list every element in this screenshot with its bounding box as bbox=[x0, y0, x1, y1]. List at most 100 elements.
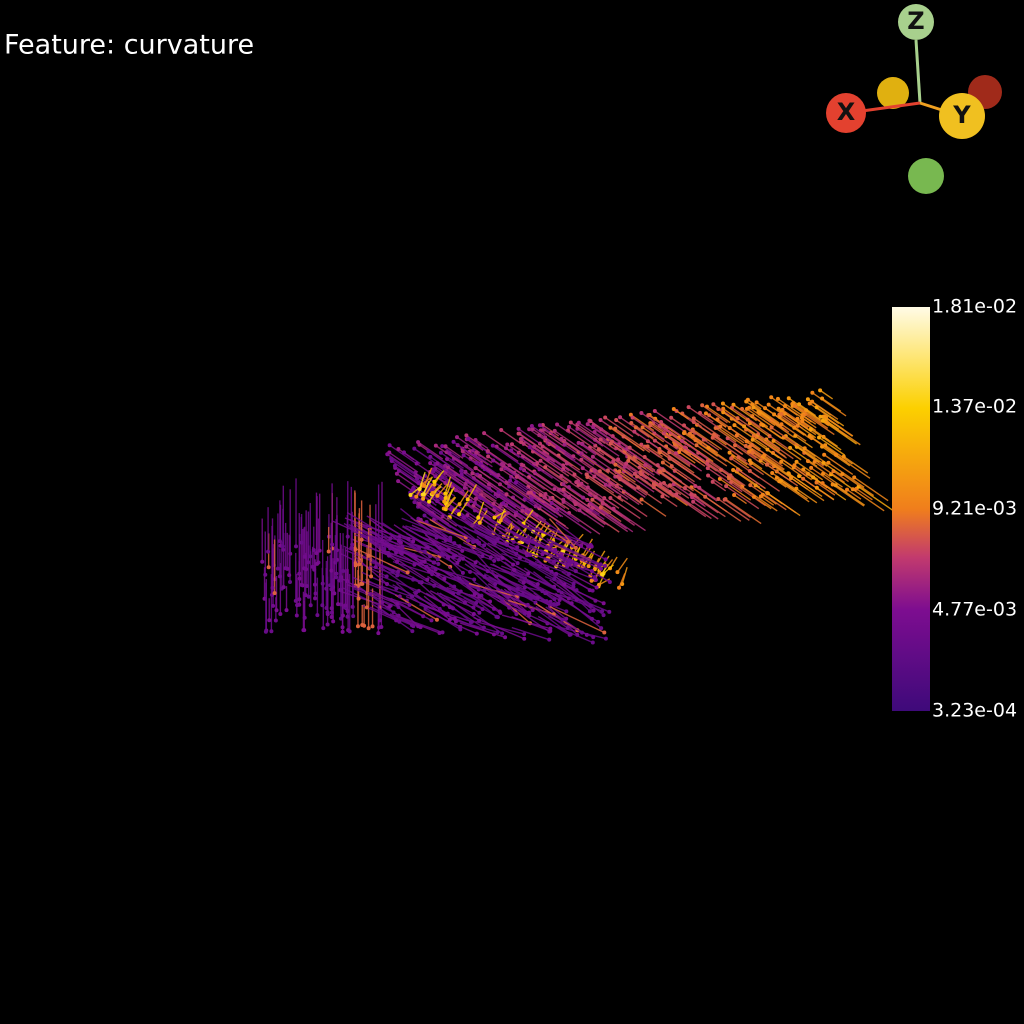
glyph-head bbox=[588, 419, 593, 424]
glyph-head bbox=[499, 462, 504, 467]
glyph-shaft bbox=[502, 536, 543, 555]
glyph-head bbox=[589, 578, 594, 583]
axis-x-label: X bbox=[837, 98, 856, 126]
glyph-head bbox=[727, 450, 732, 455]
glyph-shaft bbox=[471, 472, 494, 488]
glyph-head bbox=[564, 461, 569, 466]
glyph-head bbox=[547, 637, 552, 642]
glyph-shaft bbox=[722, 408, 740, 421]
glyph-head bbox=[432, 482, 437, 487]
glyph-head bbox=[521, 580, 526, 585]
glyph-shaft bbox=[590, 470, 614, 487]
glyph-shaft bbox=[724, 499, 751, 518]
glyph-head bbox=[280, 544, 285, 549]
glyph-shaft bbox=[506, 517, 538, 546]
glyph-head bbox=[718, 424, 723, 429]
glyph-shaft bbox=[539, 468, 553, 479]
glyph-shaft bbox=[548, 518, 577, 549]
glyph-shaft bbox=[426, 608, 461, 630]
glyph-shaft bbox=[542, 424, 560, 437]
glyph-head bbox=[535, 595, 540, 600]
glyph-head bbox=[779, 422, 784, 427]
glyph-shaft bbox=[466, 543, 503, 559]
glyph-head bbox=[652, 409, 657, 414]
glyph-shaft bbox=[499, 505, 517, 518]
glyph-shaft bbox=[603, 564, 614, 575]
glyph-shaft bbox=[474, 502, 488, 512]
glyph-head bbox=[436, 562, 441, 567]
glyph-shaft bbox=[811, 392, 847, 417]
glyph-shaft bbox=[814, 461, 845, 484]
glyph-shaft bbox=[822, 473, 843, 488]
glyph-shaft bbox=[548, 615, 594, 638]
glyph-shaft bbox=[521, 464, 553, 487]
glyph-head bbox=[616, 457, 621, 462]
glyph-head bbox=[334, 571, 339, 576]
glyph-shaft bbox=[552, 497, 570, 510]
glyph-shaft bbox=[547, 539, 600, 567]
glyph-shaft bbox=[796, 446, 820, 463]
glyph-shaft bbox=[441, 520, 480, 545]
glyph-head bbox=[551, 602, 556, 607]
glyph-head bbox=[438, 450, 443, 455]
glyph-head bbox=[418, 517, 423, 522]
glyph-head bbox=[579, 543, 584, 548]
glyph-head bbox=[680, 438, 685, 443]
glyph-head bbox=[491, 458, 496, 463]
glyph-shaft bbox=[757, 433, 794, 460]
glyph-head bbox=[297, 571, 302, 576]
glyph-shaft bbox=[421, 498, 448, 518]
glyph-shaft bbox=[701, 404, 728, 424]
glyph-shaft bbox=[662, 461, 688, 480]
glyph-head bbox=[590, 640, 595, 645]
glyph-head bbox=[591, 635, 596, 640]
glyph-head bbox=[690, 428, 695, 433]
glyph-head bbox=[797, 402, 802, 407]
glyph-shaft bbox=[725, 498, 762, 525]
glyph-head bbox=[376, 631, 381, 636]
glyph-head bbox=[567, 571, 572, 576]
glyph-head bbox=[449, 506, 454, 511]
glyph-head bbox=[775, 396, 780, 401]
glyph-head bbox=[691, 420, 696, 425]
glyph-shaft bbox=[556, 423, 571, 434]
glyph-shaft bbox=[698, 487, 717, 500]
glyph-shaft bbox=[593, 424, 608, 436]
glyph-head bbox=[600, 572, 605, 577]
glyph-head bbox=[270, 585, 275, 590]
glyph-shaft bbox=[502, 502, 537, 527]
glyph-shaft bbox=[518, 528, 527, 544]
glyph-shaft bbox=[598, 578, 611, 586]
glyph-shaft bbox=[823, 415, 853, 437]
glyph-head bbox=[661, 468, 666, 473]
glyph-shaft bbox=[529, 605, 563, 621]
glyph-head bbox=[435, 557, 440, 562]
glyph-shaft bbox=[575, 503, 606, 526]
glyph-shaft bbox=[443, 513, 478, 542]
glyph-head bbox=[491, 540, 496, 545]
glyph-head bbox=[669, 415, 674, 420]
glyph-shaft bbox=[781, 423, 807, 442]
glyph-shaft bbox=[352, 576, 401, 598]
glyph-head bbox=[461, 453, 466, 458]
glyph-shaft bbox=[568, 496, 597, 517]
glyph-shaft bbox=[478, 563, 526, 580]
glyph-head bbox=[341, 568, 346, 573]
glyph-shaft bbox=[413, 448, 451, 474]
glyph-head bbox=[529, 424, 534, 429]
glyph-shaft bbox=[619, 476, 648, 496]
glyph-shaft bbox=[394, 467, 420, 486]
glyph-head bbox=[820, 396, 825, 401]
glyph-shaft bbox=[604, 416, 634, 438]
glyph-shaft bbox=[722, 402, 751, 423]
glyph-shaft bbox=[760, 495, 775, 506]
glyph-shaft bbox=[641, 412, 672, 435]
glyph-shaft bbox=[610, 497, 641, 520]
glyph-head bbox=[818, 388, 823, 393]
glyph-head bbox=[615, 570, 620, 575]
glyph-head bbox=[614, 418, 619, 423]
glyph-shaft bbox=[448, 512, 498, 540]
glyph-shaft bbox=[533, 446, 570, 472]
glyph-head bbox=[630, 415, 635, 420]
